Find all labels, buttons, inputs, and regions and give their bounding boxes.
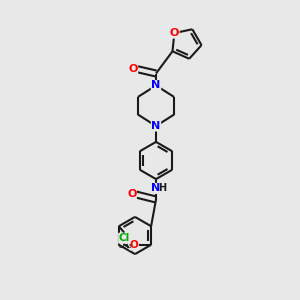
Text: O: O bbox=[130, 240, 138, 250]
Text: CH₃: CH₃ bbox=[118, 241, 132, 250]
Text: O: O bbox=[127, 189, 136, 200]
Text: N: N bbox=[152, 80, 160, 91]
Text: N: N bbox=[152, 121, 160, 131]
Text: Cl: Cl bbox=[119, 233, 130, 243]
Text: O: O bbox=[170, 28, 179, 38]
Text: O: O bbox=[128, 64, 138, 74]
Text: N: N bbox=[151, 183, 160, 194]
Text: H: H bbox=[158, 183, 167, 194]
